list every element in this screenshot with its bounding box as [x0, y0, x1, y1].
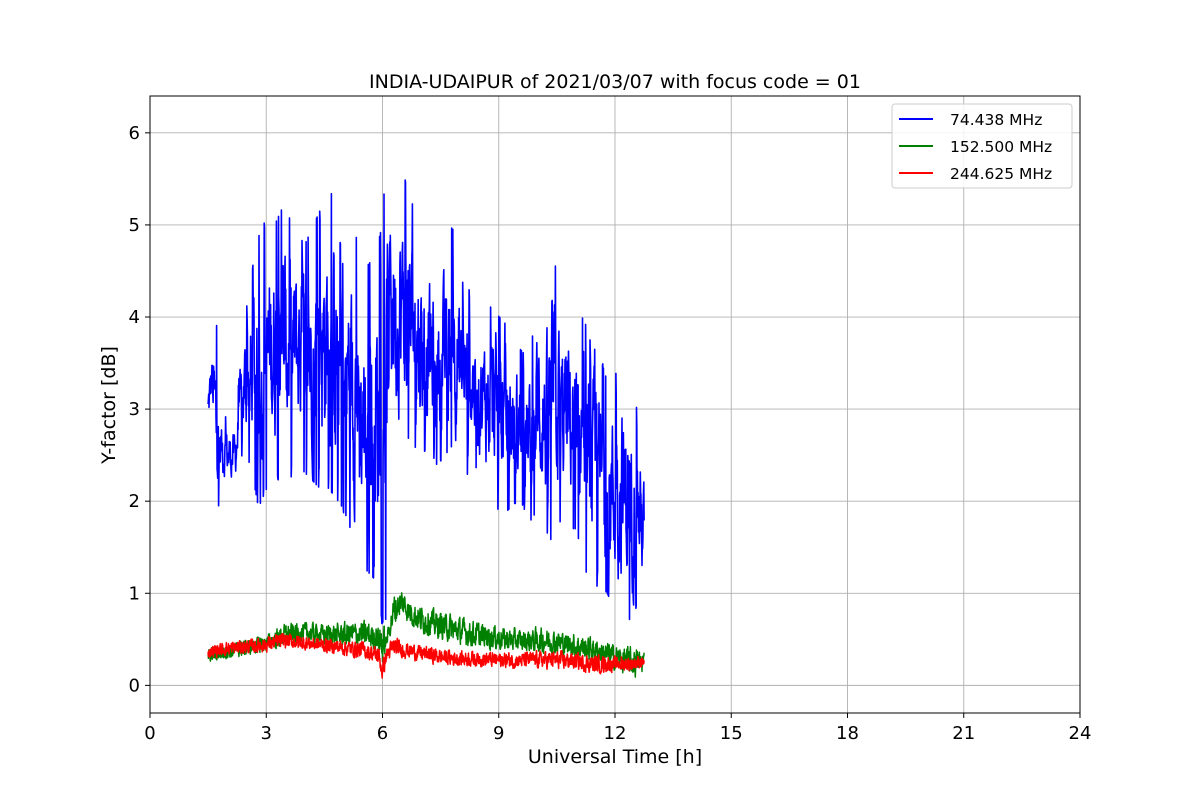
x-axis-label: Universal Time [h] — [528, 746, 702, 768]
x-tick-label: 24 — [1069, 723, 1092, 744]
legend-label-2: 244.625 MHz — [950, 165, 1052, 183]
x-tick-label: 15 — [720, 723, 743, 744]
x-tick-label: 21 — [952, 723, 975, 744]
y-tick-label: 6 — [129, 123, 140, 144]
y-tick-label: 4 — [129, 307, 140, 328]
y-axis-label: Y-factor [dB] — [98, 346, 120, 465]
chart-title: INDIA-UDAIPUR of 2021/03/07 with focus c… — [369, 71, 861, 93]
y-tick-label: 1 — [129, 583, 140, 604]
x-tick-label: 9 — [493, 723, 504, 744]
series-line-0 — [207, 179, 645, 625]
y-tick-label: 0 — [129, 675, 140, 696]
y-tick-label: 2 — [129, 491, 140, 512]
y-tick-label: 5 — [129, 215, 140, 236]
legend-label-0: 74.438 MHz — [950, 111, 1042, 129]
x-tick-label: 18 — [836, 723, 859, 744]
y-tick-label: 3 — [129, 399, 140, 420]
legend-box — [891, 103, 1073, 189]
series-line-2 — [207, 632, 645, 679]
legend: 74.438 MHz 152.500 MHz 244.625 MHz — [891, 103, 1073, 189]
x-tick-label: 3 — [261, 723, 272, 744]
series-layer — [207, 179, 645, 679]
x-tick-label: 12 — [604, 723, 627, 744]
x-tick-label: 6 — [377, 723, 388, 744]
legend-label-1: 152.500 MHz — [950, 138, 1052, 156]
x-tick-label: 0 — [144, 723, 155, 744]
